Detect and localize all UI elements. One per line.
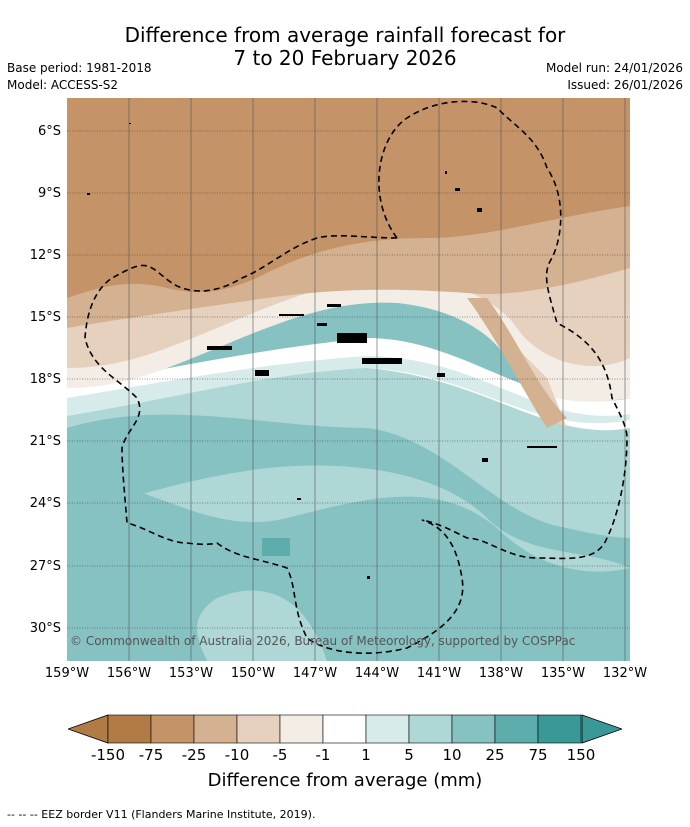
- rainfall-map[interactable]: [67, 98, 630, 661]
- lon-label-144w: 144°W: [354, 666, 400, 681]
- lat-label-21s: 21°S: [29, 434, 61, 449]
- colorbar-cell: [150, 714, 195, 744]
- cbar-tick-minus75: -75: [138, 746, 164, 764]
- zone-near-zero: [67, 338, 630, 431]
- lon-label-150w: 150°W: [230, 666, 276, 681]
- zone-minus-10-25-east: [467, 298, 567, 428]
- colorbar-cell: [279, 714, 324, 744]
- lat-label-6s: 6°S: [37, 124, 61, 139]
- colorbar-cells: [107, 714, 582, 744]
- colorbar-label: Difference from average (mm): [207, 770, 483, 791]
- colorbar: [68, 714, 622, 744]
- zone-5-10-south: [197, 590, 327, 661]
- lon-label-135w: 135°W: [540, 666, 586, 681]
- cbar-tick-minus25: -25: [181, 746, 207, 764]
- colorbar-cell: [236, 714, 281, 744]
- colorbar-cell: [322, 714, 367, 744]
- lat-label-9s: 9°S: [37, 186, 61, 201]
- lon-label-141w: 141°W: [416, 666, 462, 681]
- cbar-tick-150: 150: [566, 746, 596, 764]
- cbar-tick-1: 1: [361, 746, 371, 764]
- lon-label-156w: 156°W: [106, 666, 152, 681]
- meta-right: Model run: 24/01/2026 Issued: 26/01/2026: [546, 60, 683, 94]
- islands: [87, 123, 557, 579]
- cbar-tick-minus5: -5: [272, 746, 288, 764]
- colorbar-cell: [408, 714, 453, 744]
- issued-date: Issued: 26/01/2026: [567, 78, 683, 92]
- meta-left: Base period: 1981-2018 Model: ACCESS-S2: [7, 60, 152, 94]
- cbar-tick-minus1: -1: [315, 746, 331, 764]
- map-title: Difference from average rainfall forecas…: [0, 24, 690, 70]
- title-line-1: Difference from average rainfall forecas…: [124, 23, 566, 47]
- longitude-gridlines: [128, 98, 626, 661]
- colorbar-arrow-left: [68, 714, 109, 744]
- eez-legend: -- -- -- EEZ border V11 (Flanders Marine…: [7, 808, 316, 821]
- colorbar-cell: [365, 714, 410, 744]
- model-run: Model run: 24/01/2026: [545, 61, 683, 75]
- base-period: Base period: 1981-2018: [7, 61, 152, 75]
- lon-label-147w: 147°W: [292, 666, 338, 681]
- zone-25-75: [262, 538, 290, 556]
- cbar-tick-5: 5: [404, 746, 414, 764]
- cbar-tick-25: 25: [485, 746, 505, 764]
- colorbar-cell: [107, 714, 152, 744]
- cbar-tick-minus10: -10: [224, 746, 250, 764]
- lon-label-159w: 159°W: [44, 666, 90, 681]
- colorbar-cell: [537, 714, 582, 744]
- copyright-notice: © Commonwealth of Australia 2026, Bureau…: [70, 634, 576, 648]
- colorbar-cell: [193, 714, 238, 744]
- model-name: Model: ACCESS-S2: [7, 78, 119, 92]
- zone-10-25: [67, 414, 630, 568]
- lon-label-138w: 138°W: [478, 666, 524, 681]
- cbar-tick-75: 75: [528, 746, 548, 764]
- lat-label-12s: 12°S: [29, 248, 61, 263]
- cbar-tick-10: 10: [442, 746, 462, 764]
- lat-label-24s: 24°S: [29, 496, 61, 511]
- zone-1-5: [67, 356, 630, 424]
- eez-borders: [84, 100, 628, 654]
- colorbar-cell: [451, 714, 496, 744]
- cbar-tick-minus150: -150: [90, 746, 126, 764]
- lon-label-132w: 132°W: [602, 666, 648, 681]
- title-line-2: 7 to 20 February 2026: [233, 46, 457, 70]
- lon-label-153w: 153°W: [168, 666, 214, 681]
- lat-label-30s: 30°S: [29, 621, 61, 636]
- lat-label-18s: 18°S: [29, 372, 61, 387]
- colorbar-arrow-right: [581, 714, 622, 744]
- zone-minus-25-75: [67, 98, 630, 298]
- colorbar-cell: [494, 714, 539, 744]
- lat-label-15s: 15°S: [29, 310, 61, 325]
- lat-label-27s: 27°S: [29, 559, 61, 574]
